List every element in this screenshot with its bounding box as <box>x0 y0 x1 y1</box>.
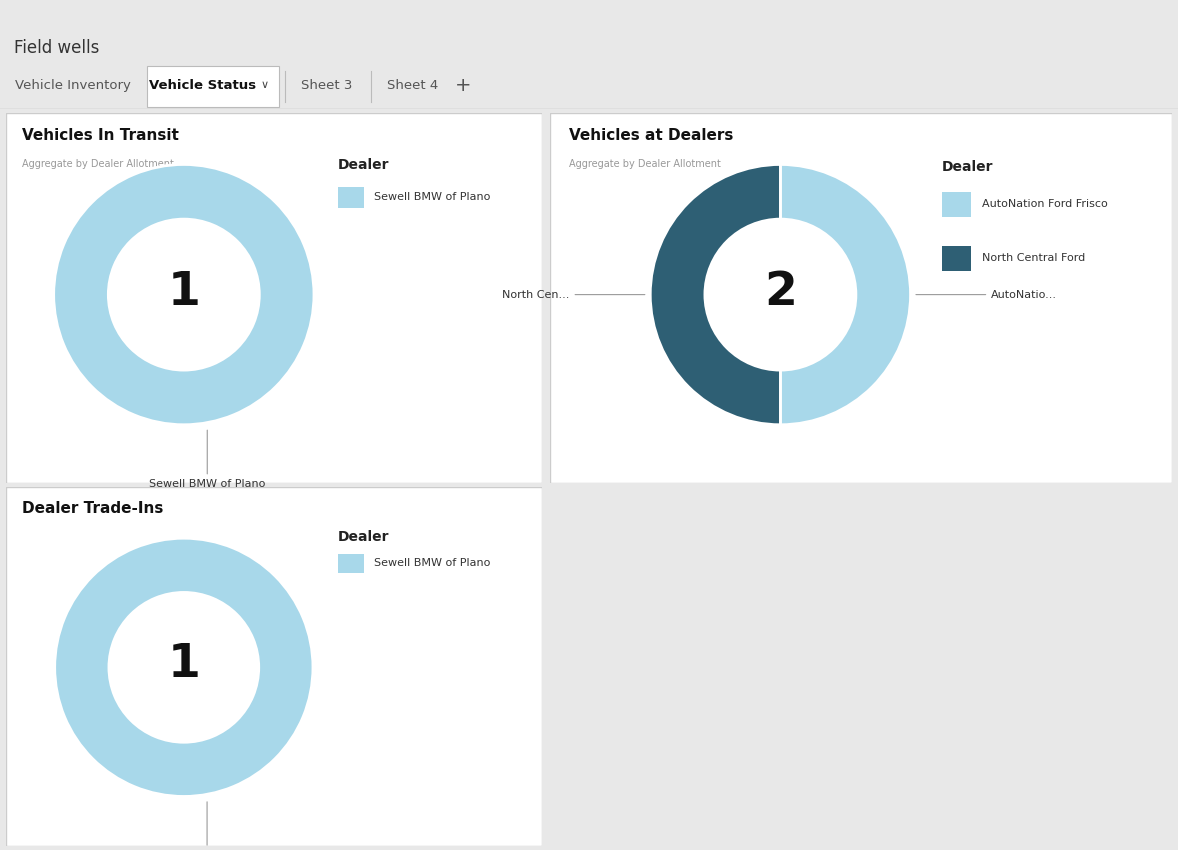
FancyBboxPatch shape <box>147 65 279 107</box>
Text: Field wells: Field wells <box>14 39 99 57</box>
Text: Aggregate by Dealer Allotment: Aggregate by Dealer Allotment <box>22 159 174 169</box>
Text: AutoNatio...: AutoNatio... <box>916 290 1057 299</box>
FancyBboxPatch shape <box>550 113 1172 483</box>
Bar <box>338 187 364 208</box>
Text: Vehicle Status: Vehicle Status <box>150 79 257 92</box>
Text: Dealer Trade-Ins: Dealer Trade-Ins <box>22 502 164 517</box>
Text: North Cen...: North Cen... <box>502 290 644 299</box>
Text: Vehicles In Transit: Vehicles In Transit <box>22 128 179 143</box>
Text: Sewell BMW of Plano: Sewell BMW of Plano <box>150 430 265 490</box>
Text: AutoNation Ford Frisco: AutoNation Ford Frisco <box>982 199 1108 209</box>
Text: Dealer: Dealer <box>338 530 390 544</box>
FancyBboxPatch shape <box>6 113 542 483</box>
Text: 2: 2 <box>765 269 796 314</box>
Text: Aggregate by Dealer Allotment: Aggregate by Dealer Allotment <box>569 159 721 169</box>
Text: Dealer: Dealer <box>338 158 390 173</box>
Wedge shape <box>650 164 780 425</box>
Text: North Central Ford: North Central Ford <box>982 252 1086 263</box>
Text: Dealer: Dealer <box>942 160 993 173</box>
FancyBboxPatch shape <box>6 487 542 846</box>
Wedge shape <box>54 164 315 425</box>
Text: 1: 1 <box>167 269 200 314</box>
Text: +: + <box>455 76 471 95</box>
Text: Vehicles at Dealers: Vehicles at Dealers <box>569 128 733 143</box>
Text: 1: 1 <box>167 643 200 688</box>
Wedge shape <box>780 164 911 425</box>
Text: Sewell BMW of Plano: Sewell BMW of Plano <box>373 558 490 568</box>
Text: Sheet 3: Sheet 3 <box>302 79 352 92</box>
Bar <box>338 554 364 573</box>
Bar <box>942 246 971 271</box>
Text: Sewell BMW of Plano: Sewell BMW of Plano <box>148 802 265 850</box>
Text: ∨: ∨ <box>262 81 269 90</box>
Text: Vehicle Inventory: Vehicle Inventory <box>15 79 131 92</box>
Wedge shape <box>54 538 313 796</box>
Text: Sewell BMW of Plano: Sewell BMW of Plano <box>373 191 490 201</box>
Bar <box>942 192 971 218</box>
Text: Sheet 4: Sheet 4 <box>388 79 438 92</box>
